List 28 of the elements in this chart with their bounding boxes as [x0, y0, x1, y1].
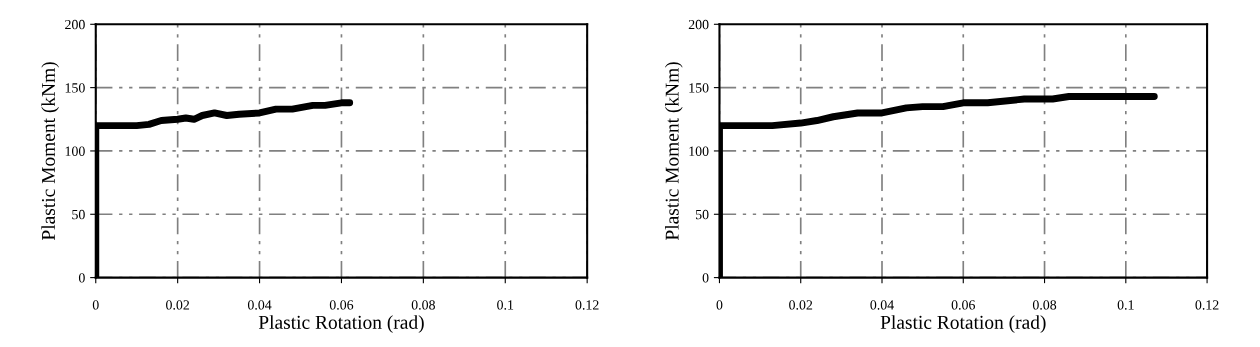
x-tick-label: 0 [716, 300, 723, 310]
y-tick-label: 100 [689, 146, 709, 156]
y-tick-label: 0 [78, 273, 85, 283]
x-tick-label: 0.04 [247, 300, 272, 310]
y-axis-title: Plastic Moment (kNm) [665, 62, 683, 241]
y-tick-label: 50 [695, 209, 709, 220]
x-tick-label: 0.1 [1117, 300, 1134, 310]
x-axis-title: Plastic Rotation (rad) [880, 315, 1046, 333]
x-tick-label: 0.06 [951, 300, 976, 310]
x-tick-label: 0.08 [1032, 300, 1057, 310]
x-tick-label: 0.02 [166, 300, 190, 310]
x-tick-label: 0.1 [497, 300, 514, 310]
y-tick-label: 200 [65, 19, 85, 30]
y-tick-label: 100 [65, 146, 85, 156]
x-tick-label: 0.02 [789, 300, 813, 310]
y-axis-title: Plastic Moment (kNm) [41, 62, 59, 241]
x-axis-title: Plastic Rotation (rad) [258, 315, 424, 333]
y-tick-label: 0 [702, 273, 709, 283]
x-tick-label: 0 [92, 300, 99, 310]
y-tick-label: 200 [688, 19, 709, 30]
x-tick-label: 0.04 [870, 300, 894, 310]
x-tick-label: 0.06 [329, 300, 354, 310]
x-tick-label: 0.12 [1195, 300, 1219, 310]
y-tick-label: 150 [689, 83, 709, 93]
x-tick-label: 0.12 [575, 300, 599, 310]
y-tick-label: 50 [72, 209, 85, 220]
y-tick-label: 150 [65, 83, 85, 93]
x-tick-label: 0.08 [411, 300, 435, 310]
